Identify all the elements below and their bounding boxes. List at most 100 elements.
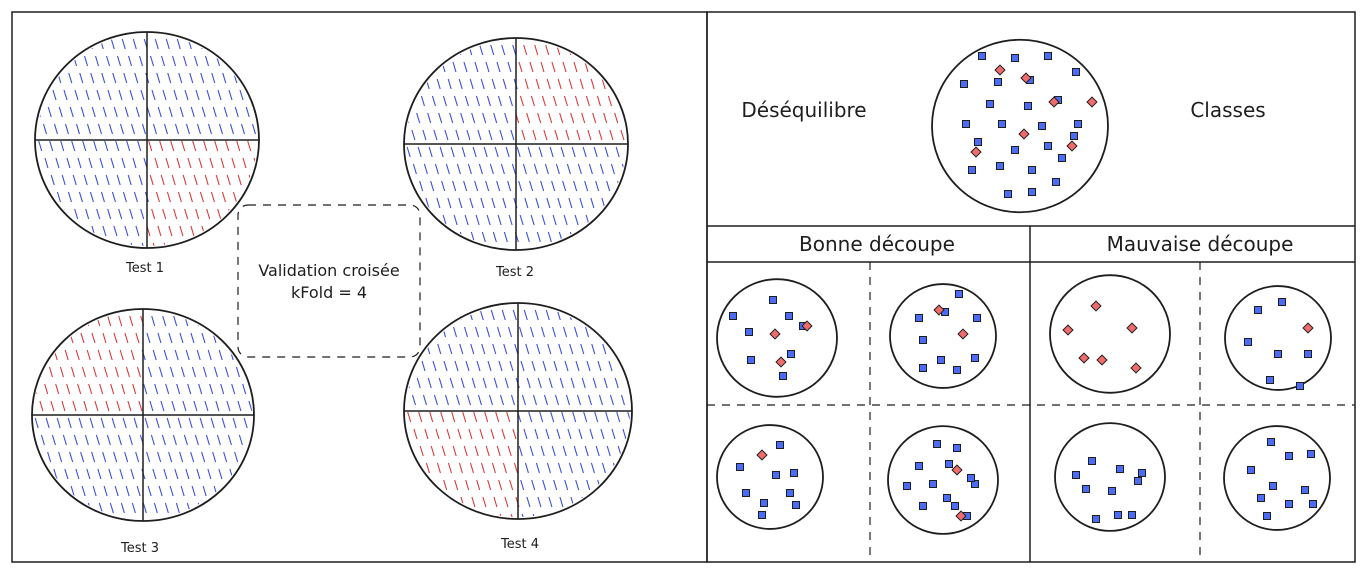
blue-square-point: [786, 489, 794, 497]
blue-square-point: [1011, 54, 1019, 62]
blue-square-point: [760, 499, 768, 507]
kfold-box: [237, 204, 421, 358]
fold-circle-1: [34, 31, 260, 249]
blue-square-point: [1011, 146, 1019, 154]
blue-square-point: [1038, 122, 1046, 130]
imbalance-label: Déséquilibre: [741, 98, 866, 122]
red-diamond-point: [1130, 362, 1142, 374]
blue-square-point: [960, 80, 968, 88]
blue-square-point: [1269, 482, 1277, 490]
blue-square-point: [1134, 477, 1142, 485]
blue-square-point: [962, 120, 970, 128]
fold-circle-3: [31, 308, 255, 522]
blue-square-point: [1074, 120, 1082, 128]
blue-square-point: [776, 441, 784, 449]
blue-square-point: [1307, 450, 1315, 458]
blue-square-point: [915, 462, 923, 470]
red-diamond-point: [1078, 352, 1090, 364]
blue-square-point: [1285, 500, 1293, 508]
blue-square-point: [1044, 52, 1052, 60]
red-diamond-point: [994, 64, 1006, 76]
blue-square-point: [937, 356, 945, 364]
blue-square-point: [1004, 190, 1012, 198]
sample-circle-outline: [1049, 274, 1171, 394]
good-split-cell-1: [716, 278, 838, 398]
blue-square-point: [787, 350, 795, 358]
sample-circle-outline: [1223, 425, 1331, 531]
blue-square-point: [1244, 338, 1252, 346]
blue-square-point: [945, 460, 953, 468]
blue-square-point: [1028, 166, 1036, 174]
blue-square-point: [1092, 515, 1100, 523]
sample-circle-outline: [716, 424, 824, 530]
blue-square-point: [919, 336, 927, 344]
bad-split-cell-3: [1054, 422, 1166, 532]
red-diamond-point: [1020, 72, 1032, 84]
blue-square-point: [747, 356, 755, 364]
blue-square-point: [1278, 298, 1286, 306]
blue-square-point: [1285, 452, 1293, 460]
bad-split-title: Mauvaise découpe: [1107, 232, 1294, 256]
blue-square-point: [953, 444, 961, 452]
blue-square-point: [742, 489, 750, 497]
sample-circle-outline: [1224, 285, 1332, 391]
blue-square-point: [772, 471, 780, 479]
fold-circle-4: [403, 302, 633, 520]
red-diamond-point: [1066, 140, 1078, 152]
blue-square-point: [971, 354, 979, 362]
blue-square-point: [1247, 466, 1255, 474]
blue-square-point: [933, 440, 941, 448]
blue-square-point: [955, 290, 963, 298]
blue-square-point: [1138, 469, 1146, 477]
bad-split-cell-2: [1224, 285, 1332, 391]
blue-square-point: [1128, 511, 1136, 519]
red-diamond-point: [775, 356, 787, 368]
red-diamond-point: [756, 449, 768, 461]
sample-circle-outline: [887, 425, 999, 535]
red-diamond-point: [1018, 128, 1030, 140]
blue-square-point: [745, 328, 753, 336]
fold-hatching: [406, 309, 630, 517]
blue-square-point: [903, 482, 911, 490]
red-diamond-point: [1086, 96, 1098, 108]
blue-square-point: [1028, 188, 1036, 196]
blue-square-point: [1024, 102, 1032, 110]
test-label-3: Test 3: [120, 541, 159, 556]
blue-square-point: [1296, 382, 1304, 390]
blue-square-point: [1257, 494, 1265, 502]
kfold-title: Validation croisée: [258, 261, 399, 280]
blue-square-point: [951, 502, 959, 510]
blue-square-point: [1082, 485, 1090, 493]
blue-square-point: [1254, 306, 1262, 314]
blue-square-point: [1267, 438, 1275, 446]
blue-square-point: [1072, 471, 1080, 479]
test-label-2: Test 2: [495, 265, 534, 280]
red-diamond-point: [1302, 322, 1314, 334]
bad-split-cell-1: [1049, 274, 1171, 394]
good-split-cell-2: [889, 283, 997, 389]
blue-square-point: [1309, 500, 1317, 508]
sample-circle-outline: [931, 38, 1109, 214]
blue-square-point: [785, 312, 793, 320]
dataset-circle: [931, 38, 1109, 214]
blue-square-point: [1116, 465, 1124, 473]
blue-square-point: [1070, 132, 1078, 140]
blue-square-point: [968, 166, 976, 174]
red-diamond-point: [1096, 354, 1108, 366]
classes-label: Classes: [1190, 98, 1265, 122]
blue-square-point: [779, 372, 787, 380]
red-diamond-point: [957, 328, 969, 340]
red-diamond-point: [955, 510, 967, 522]
blue-square-point: [758, 511, 766, 519]
blue-square-point: [994, 78, 1002, 86]
kfold-value: kFold = 4: [291, 283, 367, 302]
sample-circle-outline: [1054, 422, 1166, 532]
blue-square-point: [1266, 376, 1274, 384]
red-diamond-point: [1126, 322, 1138, 334]
blue-square-point: [729, 312, 737, 320]
blue-square-point: [736, 463, 744, 471]
bad-split-cell-4: [1223, 425, 1331, 531]
blue-square-point: [919, 502, 927, 510]
red-diamond-point: [1090, 300, 1102, 312]
blue-square-point: [919, 364, 927, 372]
